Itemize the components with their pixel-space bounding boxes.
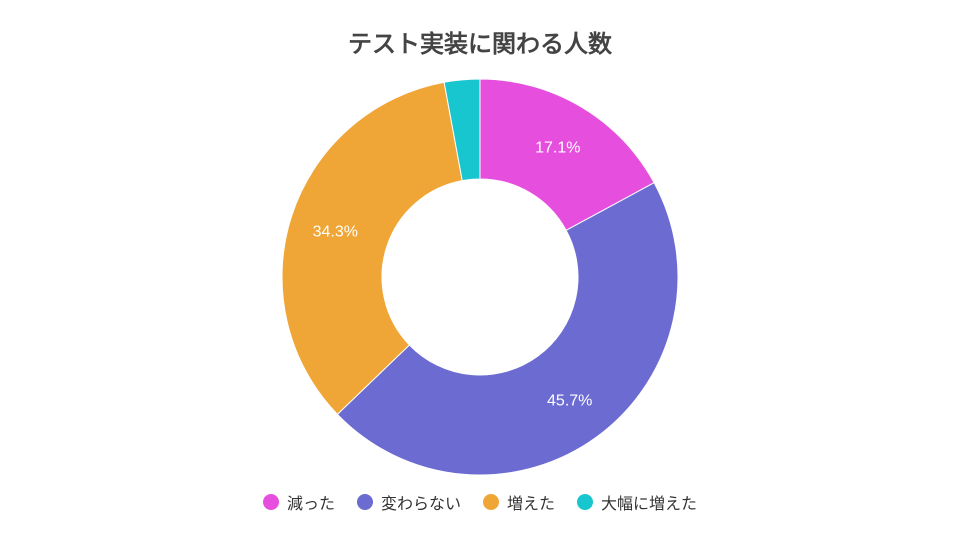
legend-swatch xyxy=(262,494,279,510)
legend-item-unchanged[interactable]: 変わらない xyxy=(356,490,461,514)
slice-greatly-increased[interactable] xyxy=(443,78,481,182)
legend-item-increased[interactable]: 増えた xyxy=(483,490,555,514)
legend-swatch xyxy=(483,494,499,510)
slice-decreased[interactable] xyxy=(479,78,655,232)
legend-swatch xyxy=(356,494,373,510)
slice-label-decreased: 17.1% xyxy=(535,139,580,156)
legend-item-greatly-increased[interactable]: 大幅に増えた xyxy=(577,490,697,514)
legend-label: 大幅に増えた xyxy=(601,494,698,513)
slice-label-unchanged: 45.7% xyxy=(547,393,592,410)
chart-title: テスト実装に関わる人数 xyxy=(348,30,612,58)
slice-increased[interactable] xyxy=(281,81,463,416)
slice-label-increased: 34.3% xyxy=(313,223,358,240)
slice-unchanged[interactable] xyxy=(336,182,679,476)
legend-label: 増えた xyxy=(507,494,556,513)
legend-label: 変わらない xyxy=(380,494,461,513)
legend-label: 減った xyxy=(286,494,335,513)
legend: 減った 変わらない 増えた 大幅に増えた xyxy=(0,490,960,514)
legend-item-decreased[interactable]: 減った xyxy=(262,490,335,514)
legend-swatch xyxy=(577,494,594,510)
